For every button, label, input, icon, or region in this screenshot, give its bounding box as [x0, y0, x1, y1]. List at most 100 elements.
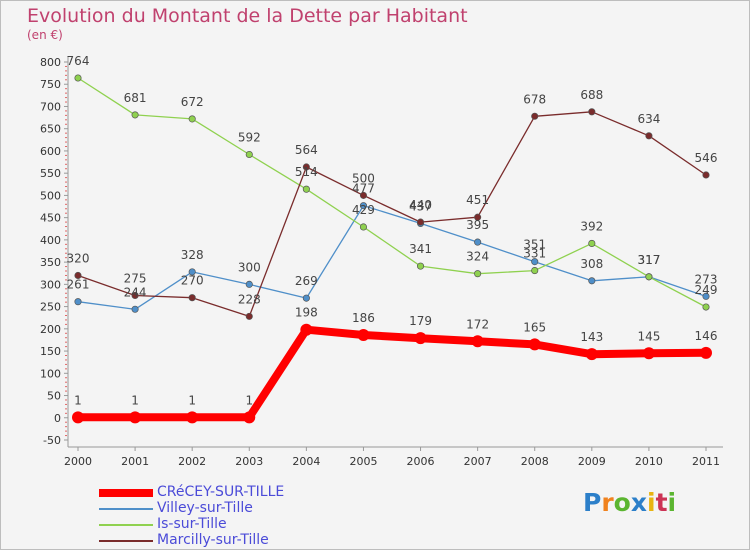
data-label: 681: [124, 91, 147, 105]
data-point: [129, 411, 142, 424]
data-label: 270: [181, 274, 204, 288]
data-label: 165: [523, 320, 546, 334]
data-label: 320: [67, 251, 90, 265]
data-point: [645, 273, 653, 281]
x-tick-label: 2009: [578, 455, 606, 468]
data-point: [359, 223, 368, 231]
x-tick-label: 2001: [121, 455, 149, 468]
data-label: 437: [409, 199, 432, 213]
data-label: 179: [409, 314, 432, 328]
data-point: [188, 294, 196, 302]
y-tick-label: 400: [40, 234, 61, 247]
series-line: [77, 204, 707, 310]
data-label: 273: [695, 272, 718, 286]
data-point: [302, 185, 310, 193]
data-label: 143: [580, 330, 603, 344]
data-point: [531, 258, 539, 266]
legend-label: CRéCEY-SUR-TILLE: [157, 484, 285, 500]
data-label: 269: [295, 274, 318, 288]
data-point: [74, 74, 82, 82]
data-label: 331: [523, 247, 546, 261]
data-label: 672: [181, 95, 204, 109]
data-label: 341: [409, 242, 432, 256]
data-point: [188, 115, 196, 123]
data-point: [414, 332, 427, 345]
data-label: 1: [245, 393, 253, 407]
data-point: [645, 132, 653, 140]
data-label: 688: [580, 88, 603, 102]
y-tick-label: 100: [40, 367, 61, 380]
axes: -50 0 50 100 150 200 250 300 350 400 450 500 550 600 6…: [40, 56, 723, 468]
y-tick-label: 500: [40, 189, 61, 202]
data-point: [245, 280, 253, 288]
y-tick-label: 650: [40, 123, 61, 136]
data-point: [188, 268, 196, 276]
legend-swatch: [99, 540, 153, 542]
legend-label: Villey-sur-Tille: [157, 500, 253, 516]
data-label: 275: [124, 271, 147, 285]
series-line: [77, 111, 707, 318]
y-tick-label: -50: [43, 434, 61, 447]
data-point: [302, 163, 310, 171]
data-point: [585, 348, 598, 361]
y-tick-label: 50: [47, 390, 61, 403]
data-label: 317: [637, 253, 660, 267]
y-tick-label: 200: [40, 323, 61, 336]
data-point: [702, 292, 710, 300]
data-point: [74, 298, 82, 306]
data-point: [74, 271, 82, 280]
x-tick-label: 2006: [407, 455, 435, 468]
y-tick-label: 700: [40, 100, 61, 113]
legend-swatch: [99, 508, 153, 510]
x-tick-label: 2003: [235, 455, 263, 468]
y-tick-label: 600: [40, 145, 61, 158]
data-point: [186, 411, 199, 424]
x-tick-label: 2004: [292, 455, 320, 468]
data-point: [700, 346, 712, 359]
chart-unit: (en €): [27, 28, 63, 42]
data-point: [702, 303, 710, 311]
data-label: 228: [238, 292, 261, 306]
data-point: [531, 112, 539, 120]
y-tick-label: 150: [40, 345, 61, 358]
series-lines: [77, 77, 707, 422]
legend-label: Marcilly-sur-Tille: [157, 532, 269, 548]
data-label: 440: [409, 198, 432, 212]
data-label: 172: [466, 317, 489, 331]
x-tick-label: 2007: [464, 455, 492, 468]
data-point: [131, 305, 139, 313]
data-point: [131, 291, 139, 300]
data-label: 1: [74, 393, 82, 407]
data-point: [528, 338, 541, 351]
data-label: 546: [695, 151, 718, 165]
data-label: 477: [352, 182, 375, 196]
y-tick-label: 300: [40, 278, 61, 291]
data-label: 308: [580, 257, 603, 271]
data-label: 1: [188, 393, 196, 407]
x-tick-label: 2010: [635, 455, 663, 468]
data-label: 317: [637, 253, 660, 267]
data-point: [245, 312, 253, 320]
data-point: [72, 411, 84, 424]
data-point: [245, 150, 253, 159]
data-point: [359, 202, 368, 210]
data-point: [243, 411, 256, 424]
data-point: [131, 111, 139, 119]
data-point: [474, 270, 482, 278]
series-line: [78, 325, 707, 422]
series-points: [72, 74, 712, 424]
proxiti-logo: Proxiti: [583, 488, 677, 517]
legend-label: Is-sur-Tille: [157, 516, 227, 532]
data-label: 261: [67, 278, 90, 292]
x-tick-label: 2008: [521, 455, 549, 468]
data-point: [588, 239, 596, 247]
data-point: [359, 191, 368, 199]
data-label: 145: [637, 329, 660, 343]
data-label: 451: [466, 193, 489, 207]
x-tick-label: 2011: [692, 455, 720, 468]
data-point: [702, 171, 710, 179]
data-point: [416, 218, 425, 226]
data-labels: 261 244 328 300 269 477 437 395 351 308 317 273 764 6…: [67, 54, 718, 407]
